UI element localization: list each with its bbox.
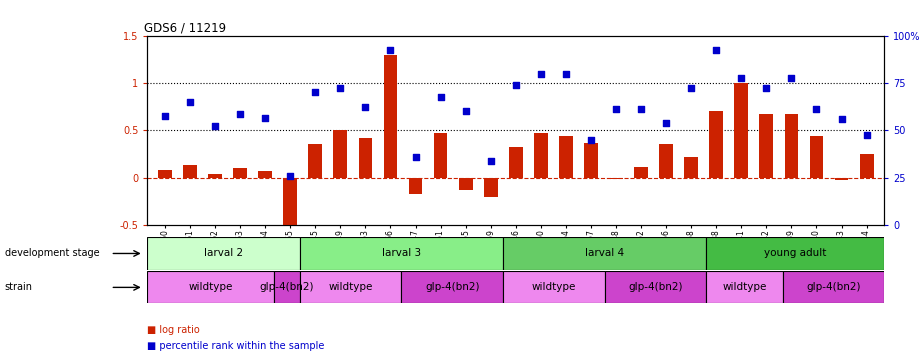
Point: [308, 90, 322, 95]
Bar: [147, 271, 274, 303]
Text: glp-4(bn2): glp-4(bn2): [628, 282, 682, 292]
Bar: [559, 136, 573, 177]
Bar: [484, 177, 497, 196]
Point: [258, 115, 273, 121]
Bar: [534, 133, 548, 177]
Bar: [383, 55, 397, 177]
Bar: [208, 174, 222, 177]
Bar: [783, 271, 884, 303]
Bar: [509, 147, 522, 177]
Bar: [284, 177, 297, 230]
Bar: [684, 157, 698, 177]
Point: [508, 82, 523, 88]
Bar: [635, 167, 648, 177]
Bar: [309, 145, 322, 177]
Point: [408, 154, 423, 160]
Point: [333, 85, 348, 91]
Point: [784, 75, 799, 81]
Text: wildtype: wildtype: [722, 282, 766, 292]
Point: [634, 107, 648, 112]
Text: ■ percentile rank within the sample: ■ percentile rank within the sample: [147, 341, 325, 351]
Point: [834, 116, 849, 122]
Bar: [810, 136, 823, 177]
Point: [734, 75, 749, 81]
Point: [558, 71, 573, 76]
Bar: [709, 111, 723, 177]
Text: larval 2: larval 2: [204, 248, 243, 258]
Text: glp-4(bn2): glp-4(bn2): [425, 282, 480, 292]
Point: [533, 71, 548, 76]
Bar: [760, 114, 774, 177]
Point: [459, 109, 473, 114]
Point: [157, 113, 172, 119]
Bar: [333, 130, 347, 177]
Text: wildtype: wildtype: [189, 282, 233, 292]
Bar: [300, 237, 503, 270]
Bar: [434, 133, 448, 177]
Point: [609, 107, 624, 112]
Point: [233, 111, 248, 117]
Bar: [503, 237, 706, 270]
Bar: [459, 177, 472, 190]
Bar: [706, 237, 884, 270]
Bar: [584, 142, 598, 177]
Bar: [706, 271, 783, 303]
Text: wildtype: wildtype: [329, 282, 373, 292]
Bar: [402, 271, 503, 303]
Bar: [605, 271, 706, 303]
Text: glp-4(bn2): glp-4(bn2): [260, 282, 314, 292]
Text: GDS6 / 11219: GDS6 / 11219: [144, 21, 226, 35]
Text: wildtype: wildtype: [531, 282, 576, 292]
Text: glp-4(bn2): glp-4(bn2): [806, 282, 860, 292]
Bar: [409, 177, 423, 194]
Text: development stage: development stage: [5, 248, 99, 258]
Point: [383, 47, 398, 53]
Text: larval 3: larval 3: [382, 248, 421, 258]
Text: strain: strain: [5, 282, 32, 292]
Bar: [609, 177, 623, 180]
Bar: [734, 83, 748, 177]
Bar: [859, 154, 873, 177]
Point: [182, 99, 197, 105]
Text: young adult: young adult: [764, 248, 826, 258]
Bar: [258, 171, 272, 177]
Bar: [785, 114, 799, 177]
Bar: [233, 168, 247, 177]
Point: [283, 173, 297, 178]
Point: [759, 85, 774, 91]
Bar: [274, 271, 300, 303]
Bar: [503, 271, 605, 303]
Bar: [659, 145, 673, 177]
Point: [207, 123, 222, 129]
Point: [683, 85, 698, 91]
Point: [859, 132, 874, 138]
Bar: [300, 271, 402, 303]
Point: [358, 104, 373, 110]
Text: ■ log ratio: ■ log ratio: [147, 325, 200, 335]
Point: [709, 47, 724, 53]
Bar: [147, 237, 300, 270]
Bar: [158, 170, 172, 177]
Text: larval 4: larval 4: [585, 248, 624, 258]
Point: [484, 158, 498, 164]
Bar: [834, 177, 848, 180]
Point: [810, 107, 824, 112]
Bar: [183, 165, 197, 177]
Point: [584, 137, 599, 142]
Point: [433, 94, 448, 100]
Point: [659, 120, 673, 126]
Bar: [358, 138, 372, 177]
